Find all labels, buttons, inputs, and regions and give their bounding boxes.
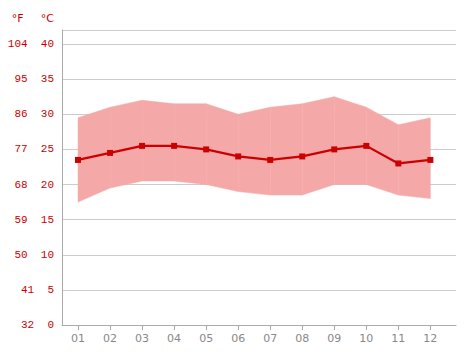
svg-text:68 20: 68 20 bbox=[14, 179, 54, 191]
svg-text:04: 04 bbox=[167, 332, 181, 345]
svg-text:32 0: 32 0 bbox=[21, 319, 54, 331]
svg-text:01: 01 bbox=[71, 332, 85, 345]
svg-text:05: 05 bbox=[199, 332, 213, 345]
svg-text:41 5: 41 5 bbox=[21, 284, 54, 296]
svg-text:02: 02 bbox=[103, 332, 117, 345]
svg-text:59 15: 59 15 bbox=[14, 214, 54, 226]
svg-text:95 35: 95 35 bbox=[14, 73, 54, 85]
svg-text:12: 12 bbox=[423, 332, 437, 345]
svg-text:°F: °F bbox=[12, 12, 24, 25]
svg-text:104 40: 104 40 bbox=[8, 38, 54, 50]
svg-text:08: 08 bbox=[295, 332, 309, 345]
svg-text:11: 11 bbox=[391, 332, 405, 345]
svg-text:06: 06 bbox=[231, 332, 245, 345]
svg-text:86 30: 86 30 bbox=[14, 108, 54, 120]
svg-text:03: 03 bbox=[135, 332, 149, 345]
svg-text:10: 10 bbox=[359, 332, 373, 345]
svg-text:09: 09 bbox=[327, 332, 341, 345]
svg-text:07: 07 bbox=[263, 332, 277, 345]
svg-text:77 25: 77 25 bbox=[14, 143, 54, 155]
svg-text:50 10: 50 10 bbox=[14, 249, 54, 261]
svg-text:°C: °C bbox=[41, 12, 55, 25]
